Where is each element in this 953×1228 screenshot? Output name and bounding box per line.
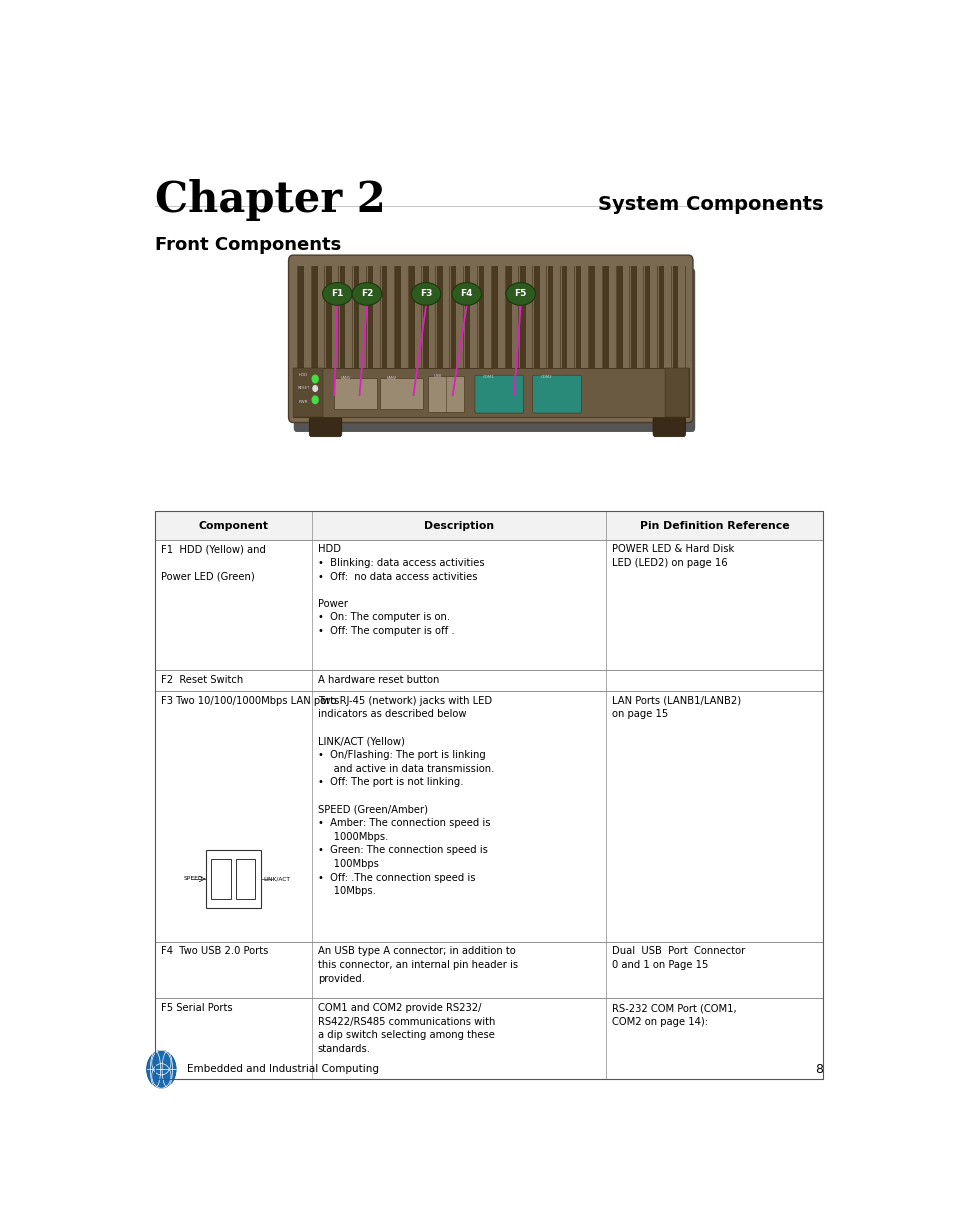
FancyBboxPatch shape bbox=[354, 265, 359, 367]
Text: LAN2: LAN2 bbox=[387, 376, 396, 381]
Text: Chapter 2: Chapter 2 bbox=[154, 178, 385, 221]
FancyBboxPatch shape bbox=[617, 265, 622, 367]
Text: A hardware reset button: A hardware reset button bbox=[317, 675, 438, 685]
Text: System Components: System Components bbox=[597, 194, 822, 214]
FancyBboxPatch shape bbox=[309, 414, 341, 437]
Text: RS-232 COM Port (COM1,
COM2 on page 14):: RS-232 COM Port (COM1, COM2 on page 14): bbox=[611, 1003, 736, 1027]
FancyBboxPatch shape bbox=[602, 265, 608, 367]
FancyBboxPatch shape bbox=[475, 376, 523, 413]
FancyBboxPatch shape bbox=[423, 265, 428, 367]
Text: COM1: COM1 bbox=[482, 376, 495, 379]
FancyBboxPatch shape bbox=[212, 860, 231, 899]
Text: Front Components: Front Components bbox=[154, 236, 340, 254]
Text: COM1 and COM2 provide RS232/
RS422/RS485 communications with
a dip switch select: COM1 and COM2 provide RS232/ RS422/RS485… bbox=[317, 1003, 495, 1054]
Text: COM2: COM2 bbox=[540, 376, 552, 379]
FancyBboxPatch shape bbox=[288, 255, 692, 422]
FancyBboxPatch shape bbox=[334, 378, 376, 409]
Text: LAN Ports (LANB1/LANB2)
on page 15: LAN Ports (LANB1/LANB2) on page 15 bbox=[611, 696, 740, 720]
FancyBboxPatch shape bbox=[205, 850, 261, 909]
FancyBboxPatch shape bbox=[630, 265, 636, 367]
FancyBboxPatch shape bbox=[294, 269, 695, 432]
FancyBboxPatch shape bbox=[464, 265, 470, 367]
Text: LINK/ACT: LINK/ACT bbox=[263, 877, 290, 882]
Text: Pin Definition Reference: Pin Definition Reference bbox=[639, 521, 788, 530]
Ellipse shape bbox=[352, 282, 381, 306]
Text: SPEED: SPEED bbox=[184, 877, 203, 882]
Ellipse shape bbox=[411, 282, 440, 306]
FancyBboxPatch shape bbox=[380, 378, 423, 409]
FancyBboxPatch shape bbox=[644, 265, 650, 367]
FancyBboxPatch shape bbox=[154, 511, 822, 540]
Text: F4: F4 bbox=[460, 290, 473, 298]
Ellipse shape bbox=[322, 282, 352, 306]
Text: Dual  USB  Port  Connector
0 and 1 on Page 15: Dual USB Port Connector 0 and 1 on Page … bbox=[611, 947, 744, 970]
FancyBboxPatch shape bbox=[154, 998, 822, 1078]
Text: USB: USB bbox=[433, 375, 441, 378]
FancyBboxPatch shape bbox=[492, 265, 497, 367]
FancyBboxPatch shape bbox=[561, 265, 567, 367]
FancyBboxPatch shape bbox=[532, 376, 580, 413]
Text: POWER LED & Hard Disk
LED (LED2) on page 16: POWER LED & Hard Disk LED (LED2) on page… bbox=[611, 544, 733, 569]
FancyBboxPatch shape bbox=[154, 540, 822, 670]
Text: F5 Serial Ports: F5 Serial Ports bbox=[160, 1003, 232, 1013]
FancyBboxPatch shape bbox=[235, 860, 254, 899]
Text: F2: F2 bbox=[360, 290, 373, 298]
Text: LAN1: LAN1 bbox=[340, 376, 350, 381]
FancyBboxPatch shape bbox=[409, 265, 415, 367]
Text: F4  Two USB 2.0 Ports: F4 Two USB 2.0 Ports bbox=[160, 947, 268, 957]
FancyBboxPatch shape bbox=[664, 367, 688, 416]
FancyBboxPatch shape bbox=[312, 265, 317, 367]
FancyBboxPatch shape bbox=[672, 265, 678, 367]
Circle shape bbox=[312, 376, 317, 383]
FancyBboxPatch shape bbox=[339, 265, 345, 367]
FancyBboxPatch shape bbox=[293, 367, 322, 416]
Text: F2  Reset Switch: F2 Reset Switch bbox=[160, 675, 243, 685]
FancyBboxPatch shape bbox=[436, 265, 442, 367]
Text: Component: Component bbox=[198, 521, 268, 530]
Ellipse shape bbox=[505, 282, 535, 306]
Circle shape bbox=[147, 1050, 176, 1088]
FancyBboxPatch shape bbox=[506, 265, 512, 367]
Text: Description: Description bbox=[423, 521, 494, 530]
Text: F3: F3 bbox=[419, 290, 432, 298]
Text: HDD
•  Blinking: data access activities
•  Off:  no data access activities

Powe: HDD • Blinking: data access activities •… bbox=[317, 544, 484, 636]
FancyBboxPatch shape bbox=[395, 265, 400, 367]
Text: Two RJ-45 (network) jacks with LED
indicators as described below

LINK/ACT (Yell: Two RJ-45 (network) jacks with LED indic… bbox=[317, 696, 494, 896]
FancyBboxPatch shape bbox=[659, 265, 663, 367]
Text: F5: F5 bbox=[514, 290, 526, 298]
Text: Embedded and Industrial Computing: Embedded and Industrial Computing bbox=[187, 1065, 379, 1074]
FancyBboxPatch shape bbox=[653, 414, 685, 437]
FancyBboxPatch shape bbox=[154, 942, 822, 998]
FancyBboxPatch shape bbox=[154, 670, 822, 691]
Circle shape bbox=[313, 386, 317, 392]
Text: HDD: HDD bbox=[298, 373, 308, 377]
FancyBboxPatch shape bbox=[154, 691, 822, 942]
FancyBboxPatch shape bbox=[451, 265, 456, 367]
Text: F1  HDD (Yellow) and

Power LED (Green): F1 HDD (Yellow) and Power LED (Green) bbox=[160, 544, 265, 582]
FancyBboxPatch shape bbox=[367, 265, 373, 367]
Text: 8: 8 bbox=[814, 1062, 822, 1076]
FancyBboxPatch shape bbox=[326, 265, 332, 367]
Circle shape bbox=[312, 397, 317, 404]
Text: F3 Two 10/100/1000Mbps LAN ports: F3 Two 10/100/1000Mbps LAN ports bbox=[160, 696, 338, 706]
FancyBboxPatch shape bbox=[575, 265, 580, 367]
Text: F1: F1 bbox=[331, 290, 343, 298]
FancyBboxPatch shape bbox=[547, 265, 553, 367]
FancyBboxPatch shape bbox=[534, 265, 539, 367]
Text: PWR: PWR bbox=[298, 400, 308, 404]
FancyBboxPatch shape bbox=[589, 265, 595, 367]
FancyBboxPatch shape bbox=[519, 265, 525, 367]
FancyBboxPatch shape bbox=[293, 367, 688, 416]
FancyBboxPatch shape bbox=[478, 265, 483, 367]
Ellipse shape bbox=[452, 282, 481, 306]
FancyBboxPatch shape bbox=[381, 265, 387, 367]
Text: An USB type A connector; in addition to
this connector, an internal pin header i: An USB type A connector; in addition to … bbox=[317, 947, 517, 984]
Text: RESET: RESET bbox=[297, 386, 310, 389]
FancyBboxPatch shape bbox=[298, 265, 304, 367]
FancyBboxPatch shape bbox=[428, 376, 463, 413]
